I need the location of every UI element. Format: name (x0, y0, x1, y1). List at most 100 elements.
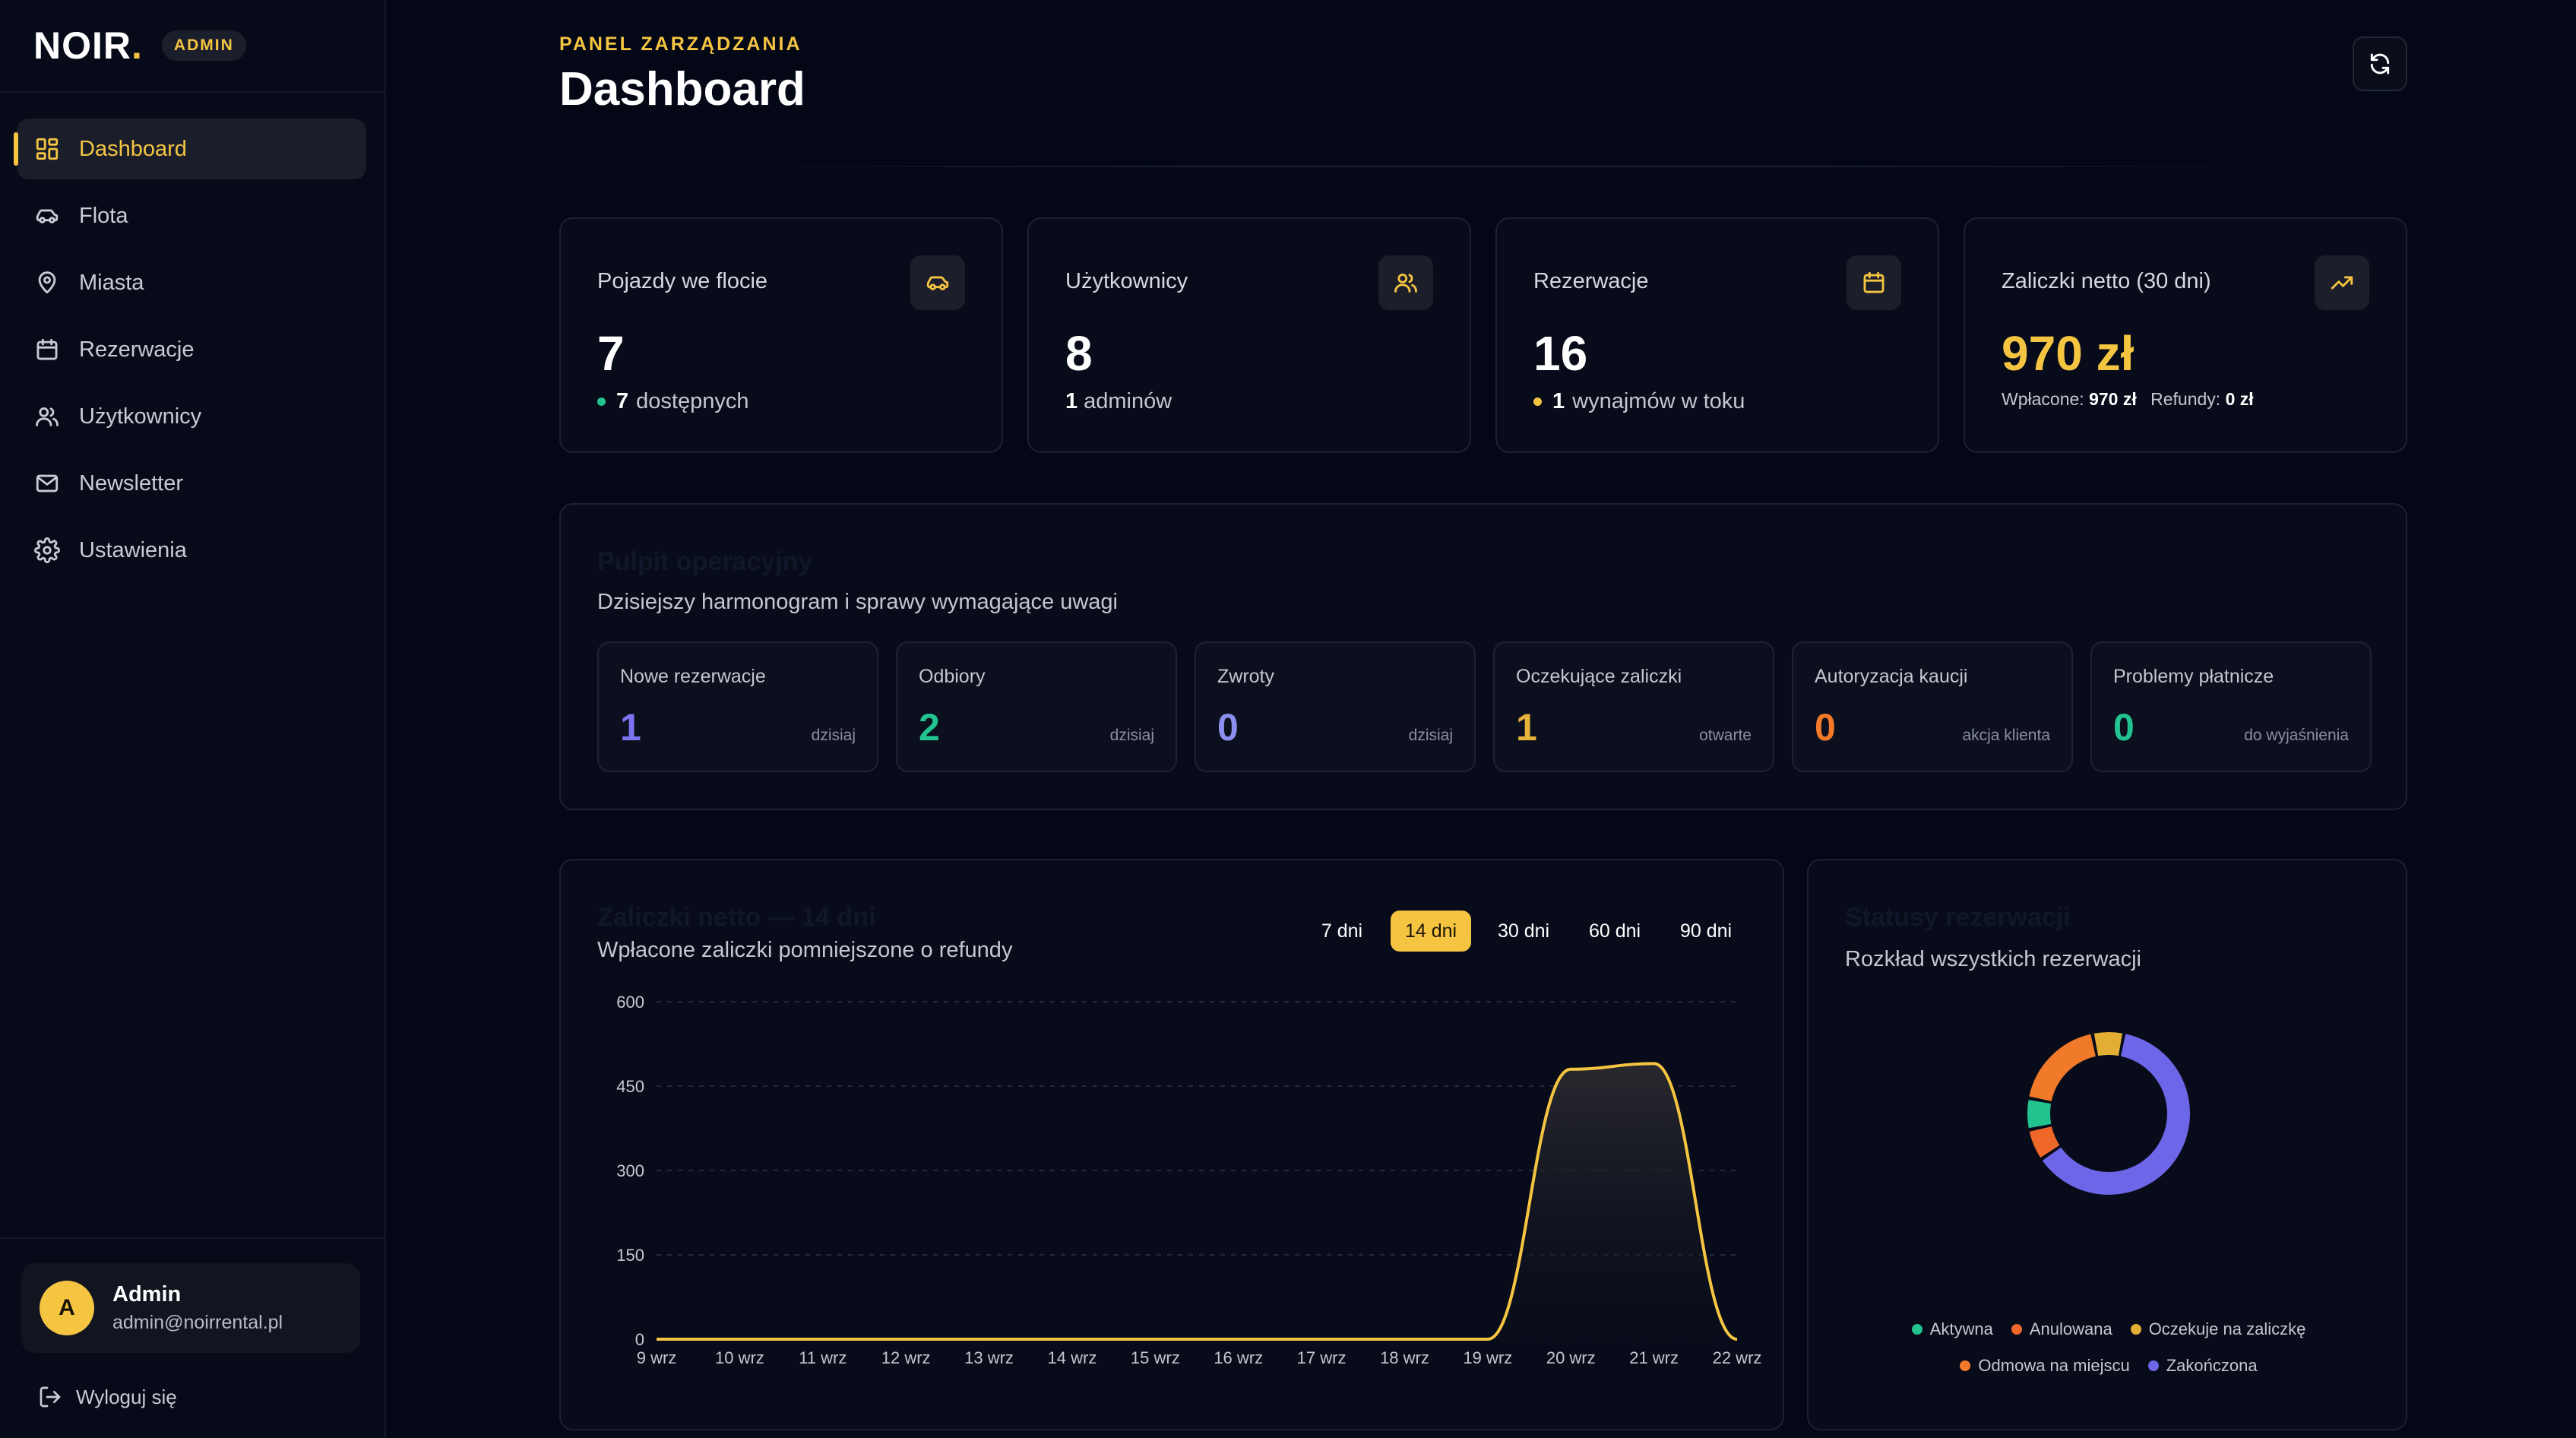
trending-up-icon (2315, 255, 2369, 310)
stat-label: Użytkownicy (1065, 269, 1188, 293)
legend-dot (1911, 1324, 1923, 1335)
sidebar-item-flota[interactable]: Flota (17, 185, 366, 246)
range-60-days[interactable]: 60 dni (1588, 920, 1641, 942)
ops-tile-new-reservations[interactable]: Nowe rezerwacje 1 dzisiaj (597, 641, 878, 772)
revenue-chart-card: 0 150 300 450 600 9 wrz 10 wrz 11 wrz 12 wrz 13 w… (559, 859, 1784, 1430)
donut-segment[interactable] (2026, 1031, 2191, 1196)
ops-tile-pickups[interactable]: Odbiory 2 dzisiaj (896, 641, 1177, 772)
sidebar: NOIR . ADMIN Dashboard Flota Miasta (0, 0, 386, 1438)
x-tick-label: 13 wrz (964, 1348, 1014, 1367)
sidebar-item-ustawienia[interactable]: Ustawienia (17, 520, 366, 581)
y-tick-label: 150 (616, 1246, 644, 1265)
ops-tile-value: 1 (620, 706, 641, 749)
ops-subtitle: Dzisiejszy harmonogram i sprawy wymagają… (597, 590, 1118, 614)
ops-tile-note: dzisiaj (1408, 727, 1453, 744)
stat-value: 970 zł (2002, 326, 2135, 381)
stat-label: Rezerwacje (1533, 269, 1649, 293)
sidebar-item-miasta[interactable]: Miasta (17, 252, 366, 313)
ops-tile-pending-deposits[interactable]: Oczekujące zaliczki 1 otwarte (1493, 641, 1774, 772)
sidebar-divider (0, 91, 385, 93)
status-dot (597, 398, 606, 406)
y-tick-label: 300 (616, 1161, 644, 1180)
sidebar-nav: Dashboard Flota Miasta Rezerwacje Użytko… (14, 119, 366, 587)
logout-button[interactable]: Wyloguj się (38, 1382, 177, 1412)
settings-icon (33, 537, 61, 564)
ops-tile-note: dzisiaj (1109, 727, 1154, 744)
revenue-chart: 0 150 300 450 600 9 wrz 10 wrz 11 wrz 12 wrz 13 w… (616, 993, 1761, 1367)
x-tick-label: 19 wrz (1463, 1348, 1512, 1367)
legend-item-odmowa[interactable]: Odmowa na miejscu (1960, 1356, 2130, 1376)
donut-segment[interactable] (2026, 1031, 2191, 1196)
x-tick-label: 16 wrz (1214, 1348, 1263, 1367)
sidebar-item-newsletter[interactable]: Newsletter (17, 453, 366, 514)
refund-label: Refundy: (2150, 389, 2221, 409)
chart-subtitle: Wpłacone zaliczki pomniejszone o refundy (597, 938, 1013, 962)
sidebar-item-label: Newsletter (79, 470, 183, 496)
donut-segment[interactable] (2026, 1031, 2191, 1196)
calendar-icon (33, 336, 61, 363)
donut-segment[interactable] (2026, 1031, 2191, 1196)
ops-tile-deposit-authorization[interactable]: Autoryzacja kaucji 0 akcja klienta (1792, 641, 2073, 772)
avatar: A (40, 1281, 94, 1335)
x-tick-label: 10 wrz (715, 1348, 764, 1367)
stat-sub: 1 wynajmów w toku (1533, 389, 1745, 414)
reservation-status-card: Statusy rezerwacji Rozkład wszystkich re… (1807, 859, 2407, 1430)
logout-label: Wyloguj się (76, 1385, 177, 1408)
legend-label: Anulowana (2029, 1319, 2112, 1338)
legend-label: Odmowa na miejscu (1978, 1356, 2130, 1375)
paid-value: 970 zł (2089, 389, 2137, 409)
stat-sub: Wpłacone: 970 zł Refundy: 0 zł (2002, 389, 2254, 410)
stat-label: Pojazdy we flocie (597, 269, 768, 293)
y-tick-label: 450 (616, 1077, 644, 1096)
stat-card-users: Użytkownicy 8 1 adminów (1027, 217, 1471, 453)
user-card[interactable]: A Admin admin@noirrental.pl (21, 1263, 360, 1353)
ops-tile-label: Nowe rezerwacje (620, 666, 766, 687)
donut-segment[interactable] (2026, 1031, 2191, 1196)
logout-icon (40, 1386, 61, 1408)
legend-item-zakonczona[interactable]: Zakończona (2147, 1356, 2258, 1376)
ops-tile-note: do wyjaśnienia (2244, 727, 2349, 744)
x-tick-label: 21 wrz (1629, 1348, 1679, 1367)
ops-tile-note: otwarte (1699, 727, 1752, 744)
admin-badge: ADMIN (161, 30, 246, 61)
stat-label: Zaliczki netto (30 dni) (2002, 269, 2211, 293)
map-pin-icon (33, 269, 61, 296)
sidebar-item-label: Dashboard (79, 136, 187, 161)
status-dot (1533, 398, 1542, 406)
legend-item-anulowana[interactable]: Anulowana (2011, 1319, 2112, 1339)
legend-dot (2011, 1324, 2022, 1335)
brand-logo[interactable]: NOIR . ADMIN (33, 23, 246, 68)
ops-tile-value: 0 (1217, 706, 1239, 749)
ops-tile-payment-issues[interactable]: Problemy płatnicze 0 do wyjaśnienia (2090, 641, 2372, 772)
range-90-days[interactable]: 90 dni (1679, 920, 1733, 942)
range-30-days[interactable]: 30 dni (1497, 920, 1550, 942)
sidebar-item-uzytkownicy[interactable]: Użytkownicy (17, 386, 366, 447)
ops-tile-value: 0 (1815, 706, 1836, 749)
user-name: Admin (112, 1282, 182, 1307)
stat-sub: 7 dostępnych (597, 389, 748, 414)
sidebar-item-label: Użytkownicy (79, 404, 202, 429)
range-7-days[interactable]: 7 dni (1321, 920, 1363, 942)
ops-tile-note: dzisiaj (811, 727, 856, 744)
brand-name: NOIR (33, 24, 131, 67)
refresh-button[interactable] (2353, 36, 2407, 91)
legend-label: Oczekuje na zaliczkę (2148, 1319, 2306, 1338)
legend-item-oczekuje[interactable]: Oczekuje na zaliczkę (2130, 1319, 2306, 1339)
ops-tile-note: akcja klienta (1962, 727, 2050, 744)
stat-value: 8 (1065, 326, 1093, 381)
x-tick-label: 9 wrz (637, 1348, 677, 1367)
page-title: Dashboard (559, 63, 805, 116)
ops-tile-label: Odbiory (919, 666, 986, 687)
ops-tile-label: Problemy płatnicze (2113, 666, 2274, 687)
sidebar-item-rezerwacje[interactable]: Rezerwacje (17, 319, 366, 380)
legend-row: Odmowa na miejscu Zakończona (1809, 1356, 2409, 1376)
ops-tile-label: Autoryzacja kaucji (1815, 666, 1968, 687)
legend-dot (2130, 1324, 2141, 1335)
sidebar-item-label: Rezerwacje (79, 337, 195, 362)
x-tick-label: 12 wrz (881, 1348, 931, 1367)
legend-item-aktywna[interactable]: Aktywna (1911, 1319, 1993, 1339)
ops-tile-returns[interactable]: Zwroty 0 dzisiaj (1195, 641, 1476, 772)
user-meta: Admin admin@noirrental.pl (112, 1282, 283, 1334)
sidebar-item-dashboard[interactable]: Dashboard (14, 119, 366, 179)
range-14-days[interactable]: 14 dni (1391, 911, 1471, 952)
